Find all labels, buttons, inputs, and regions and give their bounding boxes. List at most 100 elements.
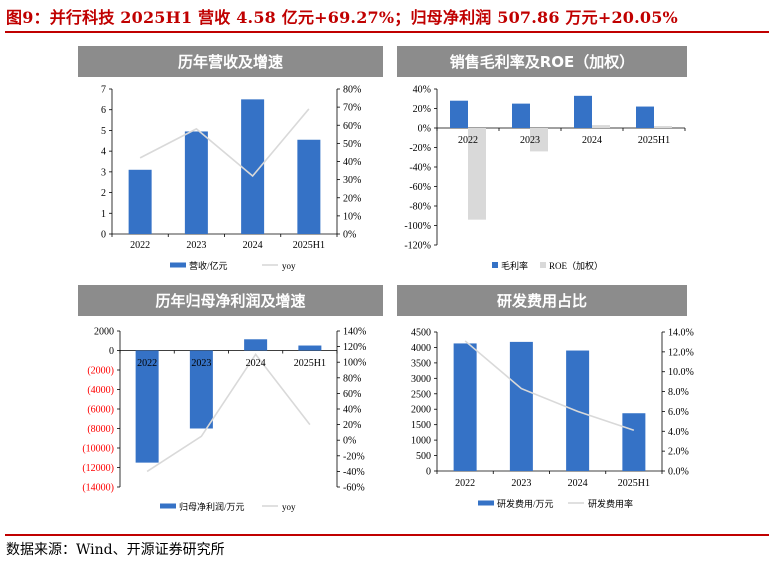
category-label: 2024 [243,240,263,251]
bar-营收/亿元 [241,99,265,234]
left-tick-label: 20% [413,104,431,115]
left-tick-label: 1500 [411,420,431,431]
left-tick-label: 3500 [411,358,431,369]
category-label: 2023 [191,358,211,369]
bar-毛利率 [450,100,468,128]
title-rule [5,31,769,33]
left-tick-label: 4000 [411,343,431,354]
right-tick-label: 40% [343,405,361,416]
line-yoy [146,353,311,473]
right-tick-label: 0% [343,436,356,447]
left-tick-label: -100% [404,221,431,232]
margin-chart-header: 销售毛利率及ROE（加权） [397,46,687,77]
netprofit-chart-header: 历年归母净利润及增速 [78,285,383,316]
right-tick-label: 80% [343,85,361,96]
right-tick-label: 2.0% [668,447,689,458]
category-label: 2024 [246,358,266,369]
left-tick-label: 6 [101,105,106,116]
right-tick-label: 20% [343,193,361,204]
revenue-chart-header: 历年营收及增速 [78,46,383,77]
left-tick-label: -40% [409,163,431,174]
left-tick-label: 5 [101,126,106,137]
left-tick-label: 3 [101,167,106,178]
right-tick-label: -60% [343,483,365,494]
legend-label: yoy [282,261,296,271]
right-tick-label: 70% [343,103,361,114]
left-tick-label: 500 [416,451,431,462]
right-tick-label: 60% [343,121,361,132]
category-label: 2025H1 [638,135,670,146]
left-tick-label: (10000) [82,444,114,455]
left-tick-label: (12000) [82,463,114,474]
right-tick-label: 0% [343,230,356,241]
right-tick-label: 100% [343,358,366,369]
left-tick-label: 0% [418,124,431,135]
left-tick-label: 7 [101,85,106,96]
right-tick-label: 20% [343,420,361,431]
bar-归母净利润/万元 [298,345,322,351]
left-tick-label: 2000 [411,405,431,416]
left-tick-label: (4000) [87,385,114,396]
bar-研发费用/万元 [509,341,533,471]
legend-label: ROE（加权） [549,260,603,271]
bar-研发费用/万元 [453,343,477,471]
line-研发费用率 [464,340,635,432]
right-tick-label: 14.0% [668,328,694,339]
bar-营收/亿元 [184,131,208,234]
left-tick-label: 4 [101,147,106,158]
bar-归母净利润/万元 [244,339,268,351]
left-tick-label: 0 [101,230,106,241]
right-tick-label: 6.0% [668,407,689,418]
source-rule [5,534,769,536]
category-label: 2025H1 [618,478,650,489]
right-tick-label: 0.0% [668,467,689,478]
bar-归母净利润/万元 [189,350,213,429]
category-label: 2022 [137,358,157,369]
category-label: 2024 [568,478,588,489]
bar-ROE（加权） [530,128,548,152]
legend-swatch [478,500,494,506]
left-tick-label: 4500 [411,328,431,339]
legend-label: 毛利率 [501,260,528,271]
left-tick-label: -60% [409,182,431,193]
left-tick-label: (2000) [87,366,114,377]
legend-swatch [170,262,186,268]
right-tick-label: 30% [343,175,361,186]
right-tick-label: 80% [343,373,361,384]
left-tick-label: 2 [101,188,106,199]
left-tick-label: -20% [409,143,431,154]
right-tick-label: 60% [343,389,361,400]
left-tick-label: (6000) [87,405,114,416]
category-label: 2025H1 [293,240,325,251]
category-label: 2023 [511,478,531,489]
rnd-chart-header: 研发费用占比 [397,285,687,316]
bar-研发费用/万元 [622,413,646,471]
right-tick-label: 10.0% [668,367,694,378]
category-label: 2025H1 [294,358,326,369]
right-tick-label: 120% [343,342,366,353]
bar-ROE（加权） [468,128,486,220]
bar-营收/亿元 [128,169,152,234]
left-tick-label: 0 [426,467,431,478]
right-tick-label: 8.0% [668,387,689,398]
bar-毛利率 [636,106,654,128]
legend-label: yoy [282,502,296,512]
category-label: 2022 [458,135,478,146]
source-note: 数据来源：Wind、开源证券研究所 [6,542,225,558]
legend-label: 研发费用率 [588,498,633,509]
left-tick-label: -80% [409,202,431,213]
legend-label: 营收/亿元 [189,260,228,271]
right-tick-label: -20% [343,451,365,462]
left-tick-label: 3000 [411,374,431,385]
legend-label: 归母净利润/万元 [179,501,245,512]
right-tick-label: 50% [343,139,361,150]
line-yoy [139,108,310,178]
right-tick-label: 12.0% [668,347,694,358]
left-tick-label: 1 [101,209,106,220]
bar-营收/亿元 [297,139,321,234]
category-label: 2024 [582,135,602,146]
legend-label: 研发费用/万元 [497,498,554,509]
